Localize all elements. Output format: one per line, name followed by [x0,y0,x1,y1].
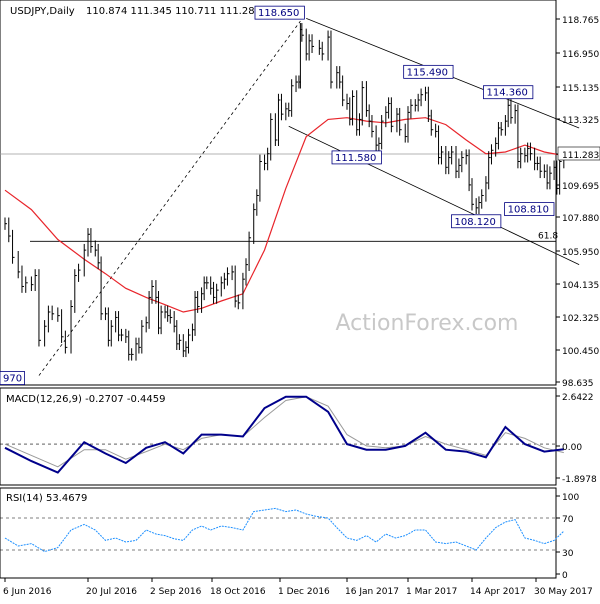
last-price-box [557,146,600,161]
price-axis-label: 100.450 [562,347,599,357]
level-label: 111.580 [335,153,376,164]
x-axis-label: 1 Dec 2016 [278,587,330,597]
macd-line [4,395,564,474]
macd-axis-label: 2.6422 [562,393,594,403]
level-label: 118.650 [258,8,299,19]
x-axis-label: 2 Sep 2016 [150,587,202,597]
price-axis-label: 113.325 [562,116,599,126]
price-axis-label: 104.135 [562,281,599,291]
price-axis-label: 102.325 [562,314,599,324]
rsi-axis-label: 0 [562,571,568,581]
x-axis-label: 30 May 2017 [534,587,593,597]
macd-title: MACD(12,26,9) -0.2707 -0.4459 [6,394,166,405]
price-axis-label: 118.765 [562,16,599,26]
x-axis-label: 14 Apr 2017 [470,587,526,597]
x-axis-label: 16 Jan 2017 [345,587,399,597]
level-label-box [0,371,26,385]
level-label-box [483,85,534,100]
level-label: 108.810 [508,205,549,216]
level-label: 114.360 [486,88,527,99]
price-axis-label: 115.135 [562,84,599,94]
level-label-box [254,5,305,20]
level-label: 115.490 [407,67,448,78]
trend-line-dotted [38,20,301,376]
price-axis-label: 107.880 [562,214,599,224]
rsi-title: RSI(14) 53.4679 [6,493,87,504]
rsi-axis-label: 100 [562,493,579,503]
price-panel [0,0,557,386]
macd-signal-line [4,396,564,468]
level-label-box [331,150,382,165]
price-axis-label: 111.283 [562,151,599,161]
rsi-line [4,507,565,553]
price-axis-label: 98.635 [562,379,594,389]
rsi-axis-label: 30 [562,549,574,559]
level-label-box [451,214,502,229]
watermark: ActionForex.com [336,311,519,336]
level-label-box [504,202,555,217]
moving-average-line [4,117,564,313]
ohlc-readout: 110.874 111.345 110.711 111.283 [86,6,261,17]
price-axis-label: 105.950 [562,248,599,258]
rsi-panel [0,487,557,579]
x-axis-label: 18 Oct 2016 [210,587,266,597]
price-axis-label: 109.695 [562,182,599,192]
level-label-box [403,64,454,79]
level-label: 108.120 [454,217,495,228]
macd-panel [0,387,557,486]
fib-level-label: 61.8 [538,231,558,241]
symbol-header: USDJPY,Daily [10,6,75,17]
price-axis-label: 116.950 [562,50,599,60]
x-axis-label: 20 Jul 2016 [86,587,137,597]
trend-line-channel-lower [288,125,580,265]
macd-axis-label: 0.00 [562,443,582,453]
macd-axis-label: -1.8978 [562,475,597,485]
x-axis-label: 6 Jun 2016 [3,587,52,597]
x-axis-label: 1 Mar 2017 [406,587,457,597]
level-label: 970 [3,374,22,385]
rsi-axis-label: 70 [562,515,574,525]
